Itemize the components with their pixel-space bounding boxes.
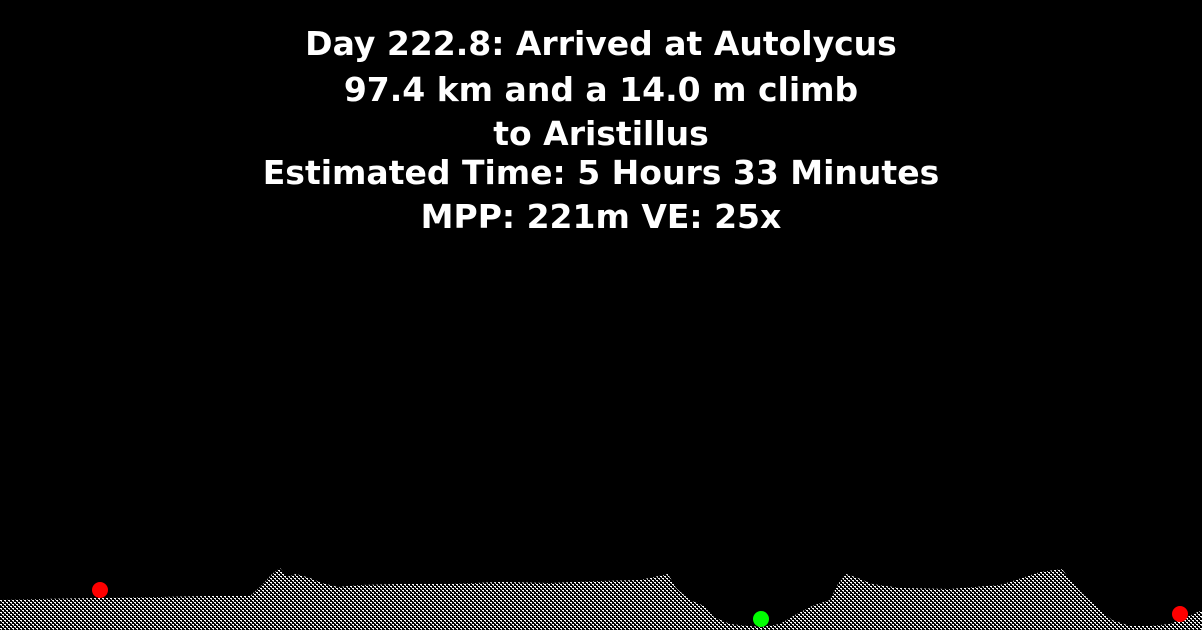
estimated-time-text: Estimated Time: 5 Hours 33 Minutes [262,153,940,192]
destination-marker [1172,606,1188,622]
current-position-marker [753,611,769,627]
destination-text: to Aristillus [493,114,709,153]
start-marker [92,582,108,598]
arrival-status-text: Day 222.8: Arrived at Autolycus [305,24,897,63]
terrain-surface [0,568,1202,630]
distance-climb-text: 97.4 km and a 14.0 m climb [343,70,859,109]
scale-info-text: MPP: 221m VE: 25x [420,197,782,236]
